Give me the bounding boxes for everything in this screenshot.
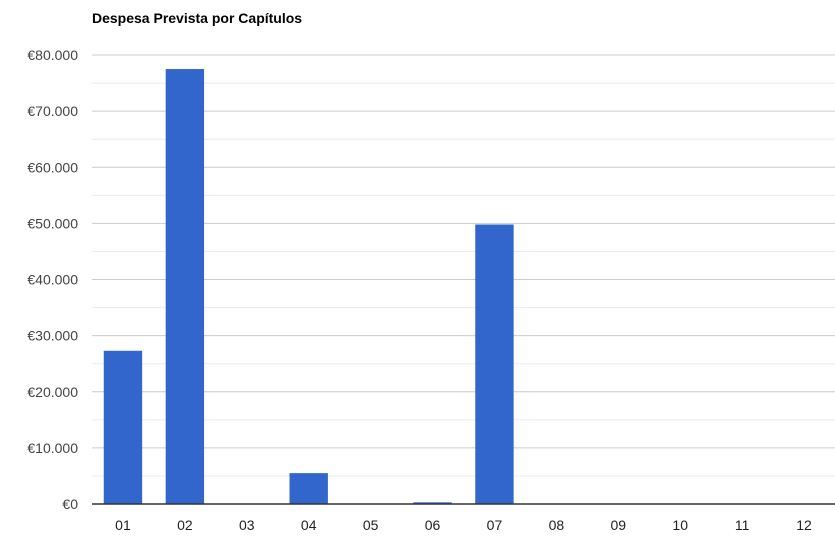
bar-06[interactable] [413,502,452,504]
y-tick-label: €60.000 [27,159,78,175]
bar-01[interactable] [103,350,143,504]
bar-02[interactable] [165,69,205,504]
x-tick-label: 03 [239,517,255,533]
bars [103,69,514,504]
x-tick-label: 08 [549,517,565,533]
gridlines [92,54,835,477]
x-tick-label: 06 [425,517,441,533]
y-tick-label: €50.000 [27,215,78,231]
y-tick-label: €0 [62,496,78,512]
x-tick-label: 02 [177,517,193,533]
bar-04[interactable] [289,473,328,504]
y-tick-label: €70.000 [27,103,78,119]
x-tick-label: 04 [301,517,317,533]
y-axis-ticks: €0 €10.000 €20.000 €30.000 €40.000 €50.000 €60… [27,47,78,512]
y-tick-label: €40.000 [27,272,78,288]
x-tick-label: 11 [735,517,750,533]
y-tick-label: €80.000 [27,47,78,63]
y-tick-label: €30.000 [27,328,78,344]
bar-07[interactable] [475,224,514,504]
y-tick-label: €20.000 [27,384,78,400]
x-tick-label: 09 [611,517,627,533]
x-tick-label: 12 [796,517,812,533]
x-axis-ticks: 01 02 03 04 05 06 07 08 09 10 11 12 [115,517,812,533]
x-tick-label: 10 [672,517,688,533]
x-tick-label: 01 [115,517,131,533]
y-tick-label: €10.000 [27,440,78,456]
x-tick-label: 07 [487,517,503,533]
x-tick-label: 05 [363,517,379,533]
chart-title: Despesa Prevista por Capítulos [92,10,302,26]
